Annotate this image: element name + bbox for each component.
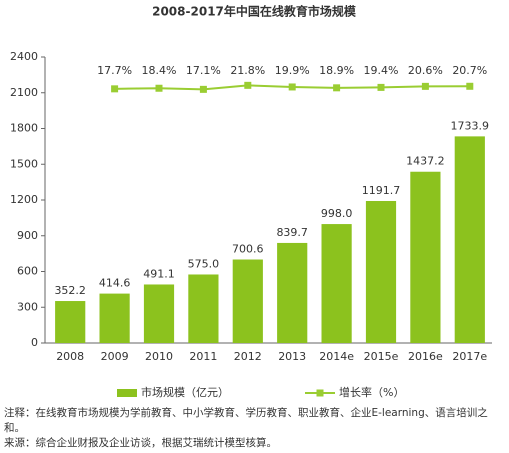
chart: 2008-2017年中国在线教育市场规模 0 300 600 900 1200 1500 1… [10,4,492,399]
bar [232,259,263,343]
bar-value-label: 700.6 [232,243,264,256]
bar-value-label: 1733.9 [451,119,490,132]
growth-marker [466,82,474,90]
legend-swatch [117,389,137,397]
bar-value-label: 352.2 [54,284,86,297]
growth-value-label: 17.7% [97,64,132,77]
x-tick-label: 2014e [319,350,354,363]
x-tick-label: 2012 [234,350,262,363]
note: 来源：综合企业财报及企业访谈，根据艾瑞统计模型核算。 [4,437,277,449]
growth-marker [111,85,119,93]
growth-marker [244,81,252,89]
legend-label: 市场规模（亿元） [141,385,229,399]
growth-value-label: 19.4% [364,64,399,77]
y-tick-label: 1200 [10,193,38,206]
growth-marker [199,85,207,93]
y-tick-label: 600 [17,265,38,278]
growth-value-label: 19.9% [275,64,310,77]
growth-value-label: 18.4% [142,64,177,77]
x-tick-label: 2010 [145,350,173,363]
bar-value-label: 1191.7 [362,184,401,197]
bar [410,171,441,343]
legend-label: 增长率（%） [339,385,404,399]
y-tick-label: 300 [17,300,38,313]
bar [454,136,485,343]
note: 注释：在线教育市场规模为学前教育、中小学教育、学历教育、职业教育、企业E-lea… [4,407,488,434]
y-tick-label: 2400 [10,50,38,63]
chart-title: 2008-2017年中国在线教育市场规模 [152,4,357,19]
x-tick-label: 2009 [101,350,129,363]
bar [277,242,308,343]
bar [55,301,86,343]
x-tick-label: 2015e [364,350,399,363]
growth-value-label: 21.8% [230,64,265,77]
bar-value-label: 491.1 [143,267,175,280]
bar-value-label: 414.6 [99,277,131,290]
y-tick-label: 0 [31,336,38,349]
y-tick-label: 1800 [10,122,38,135]
growth-value-label: 17.1% [186,64,221,77]
growth-marker [421,82,429,90]
growth-marker [333,84,341,92]
bar [365,200,397,343]
growth-value-label: 20.7% [452,64,487,77]
x-tick-label: 2017e [452,350,487,363]
growth-marker [155,84,163,92]
growth-marker [288,83,296,91]
bar-value-label: 1437.2 [406,155,445,168]
bar-value-label: 998.0 [321,207,353,220]
notes: 注释：在线教育市场规模为学前教育、中小学教育、学历教育、职业教育、企业E-lea… [4,406,504,451]
x-tick-label: 2016e [408,350,443,363]
x-tick-label: 2013 [278,350,306,363]
x-tick-label: 2011 [189,350,217,363]
bar [143,284,175,343]
legend-marker [316,389,324,397]
bar [321,224,352,343]
y-tick-label: 2100 [10,86,38,99]
growth-value-label: 18.9% [319,64,354,77]
growth-value-label: 20.6% [408,64,443,77]
y-tick-label: 1500 [10,157,38,170]
y-tick-label: 900 [17,229,38,242]
bar-value-label: 575.0 [188,257,220,270]
x-tick-label: 2008 [56,350,84,363]
bar [99,293,130,343]
bar-value-label: 839.7 [276,226,308,239]
growth-marker [377,83,385,91]
bar [188,274,219,343]
